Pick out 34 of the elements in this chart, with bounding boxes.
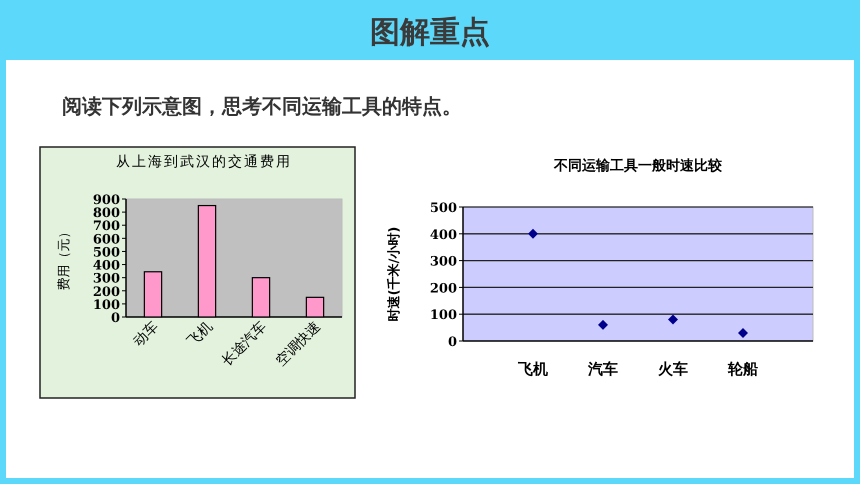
text: 阅读下列示意图，思考不同运输工具的特点。: [62, 94, 462, 118]
y-tick-label: 300: [92, 272, 120, 287]
y-tick-label: 500: [92, 245, 120, 260]
y-tick-label: 600: [92, 232, 120, 248]
y-tick-label: 200: [92, 284, 120, 300]
point: [668, 314, 678, 325]
y-tick-label: 0: [448, 335, 457, 350]
y-tick-label: 100: [92, 298, 120, 313]
point: [598, 320, 608, 330]
x-tick-label: 飞机: [517, 360, 548, 378]
point: [738, 328, 748, 338]
y-tick-label: 400: [92, 258, 120, 274]
y-tick-label: 0: [110, 311, 120, 326]
chart-title: 不同运输工具一般时速比较: [553, 158, 723, 174]
y-tick-label: 700: [92, 219, 120, 234]
x-tick-label: 动车: [130, 318, 162, 350]
x-tick-label: 轮船: [727, 360, 758, 378]
y-axis-title: 费用（元）: [57, 226, 72, 290]
chart-title: 从上海到武汉的交通费用: [116, 154, 292, 170]
point: [528, 228, 538, 239]
y-tick-label: 100: [430, 308, 457, 324]
x-tick-label: 汽车: [587, 360, 618, 378]
y-axis-title: 时速(千米/小时): [386, 226, 402, 322]
x-tick-label: 火车: [658, 360, 688, 378]
y-tick-label: 200: [430, 281, 457, 296]
x-tick-label: 长途汽车: [218, 318, 270, 370]
y-tick-label: 400: [430, 228, 457, 243]
text: 图解重点: [370, 15, 490, 50]
x-tick-label: 飞机: [184, 318, 216, 350]
y-tick-label: 800: [92, 206, 120, 222]
y-tick-label: 900: [92, 193, 120, 208]
y-tick-label: 500: [430, 201, 457, 216]
y-tick-label: 300: [430, 254, 457, 270]
x-tick-label: 空调快速: [272, 318, 324, 370]
